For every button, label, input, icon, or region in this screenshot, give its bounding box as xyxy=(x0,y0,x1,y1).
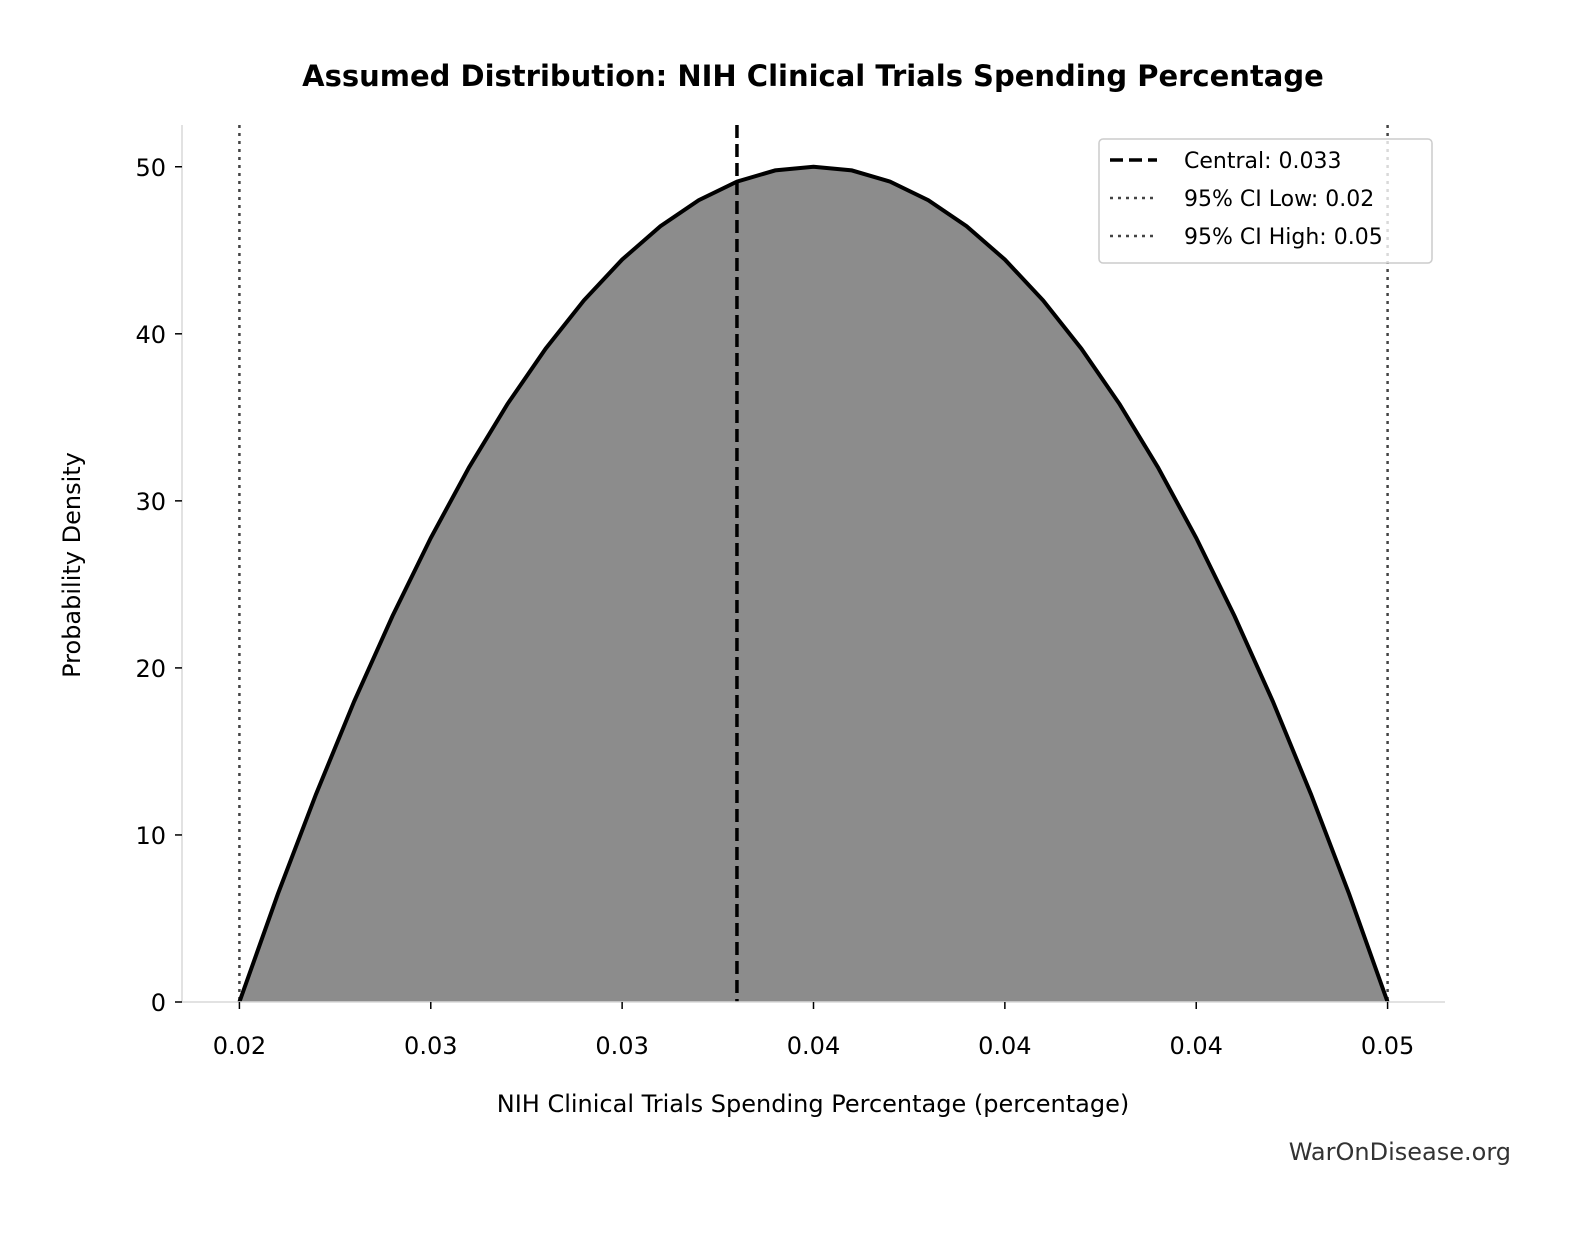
y-tick-label: 40 xyxy=(135,321,166,349)
x-tick-label: 0.04 xyxy=(1170,1032,1223,1060)
y-tick-label: 50 xyxy=(135,154,166,182)
y-axis-label: Probability Density xyxy=(58,452,86,678)
density-fill xyxy=(239,166,1388,1003)
legend-label: 95% CI Low: 0.02 xyxy=(1184,187,1374,212)
y-tick-label: 0 xyxy=(151,989,166,1017)
y-tick-label: 20 xyxy=(135,655,166,683)
x-tick-label: 0.04 xyxy=(787,1032,840,1060)
legend: Central: 0.033 95% CI Low: 0.02 95% CI Hig… xyxy=(1098,138,1433,264)
x-tick-label: 0.03 xyxy=(595,1032,648,1060)
y-tick-label: 10 xyxy=(135,822,166,850)
y-tick-label: 30 xyxy=(135,488,166,516)
legend-label: 95% CI High: 0.05 xyxy=(1184,225,1383,250)
chart-title: Assumed Distribution: NIH Clinical Trial… xyxy=(302,59,1324,93)
density-curve xyxy=(237,164,1390,1003)
x-ticks: 0.02 0.03 0.03 0.04 0.04 0.04 0.05 xyxy=(213,1002,1414,1060)
watermark: WarOnDisease.org xyxy=(1289,1138,1511,1166)
x-tick-label: 0.03 xyxy=(404,1032,457,1060)
x-tick-label: 0.05 xyxy=(1361,1032,1414,1060)
x-tick-label: 0.04 xyxy=(978,1032,1031,1060)
legend-label: Central: 0.033 xyxy=(1184,149,1342,174)
legend-box xyxy=(1098,138,1433,264)
plot-area xyxy=(237,125,1390,1003)
x-tick-label: 0.02 xyxy=(213,1032,266,1060)
y-ticks: 0 10 20 30 40 50 xyxy=(135,154,182,1017)
x-axis-label: NIH Clinical Trials Spending Percentage … xyxy=(497,1090,1129,1118)
